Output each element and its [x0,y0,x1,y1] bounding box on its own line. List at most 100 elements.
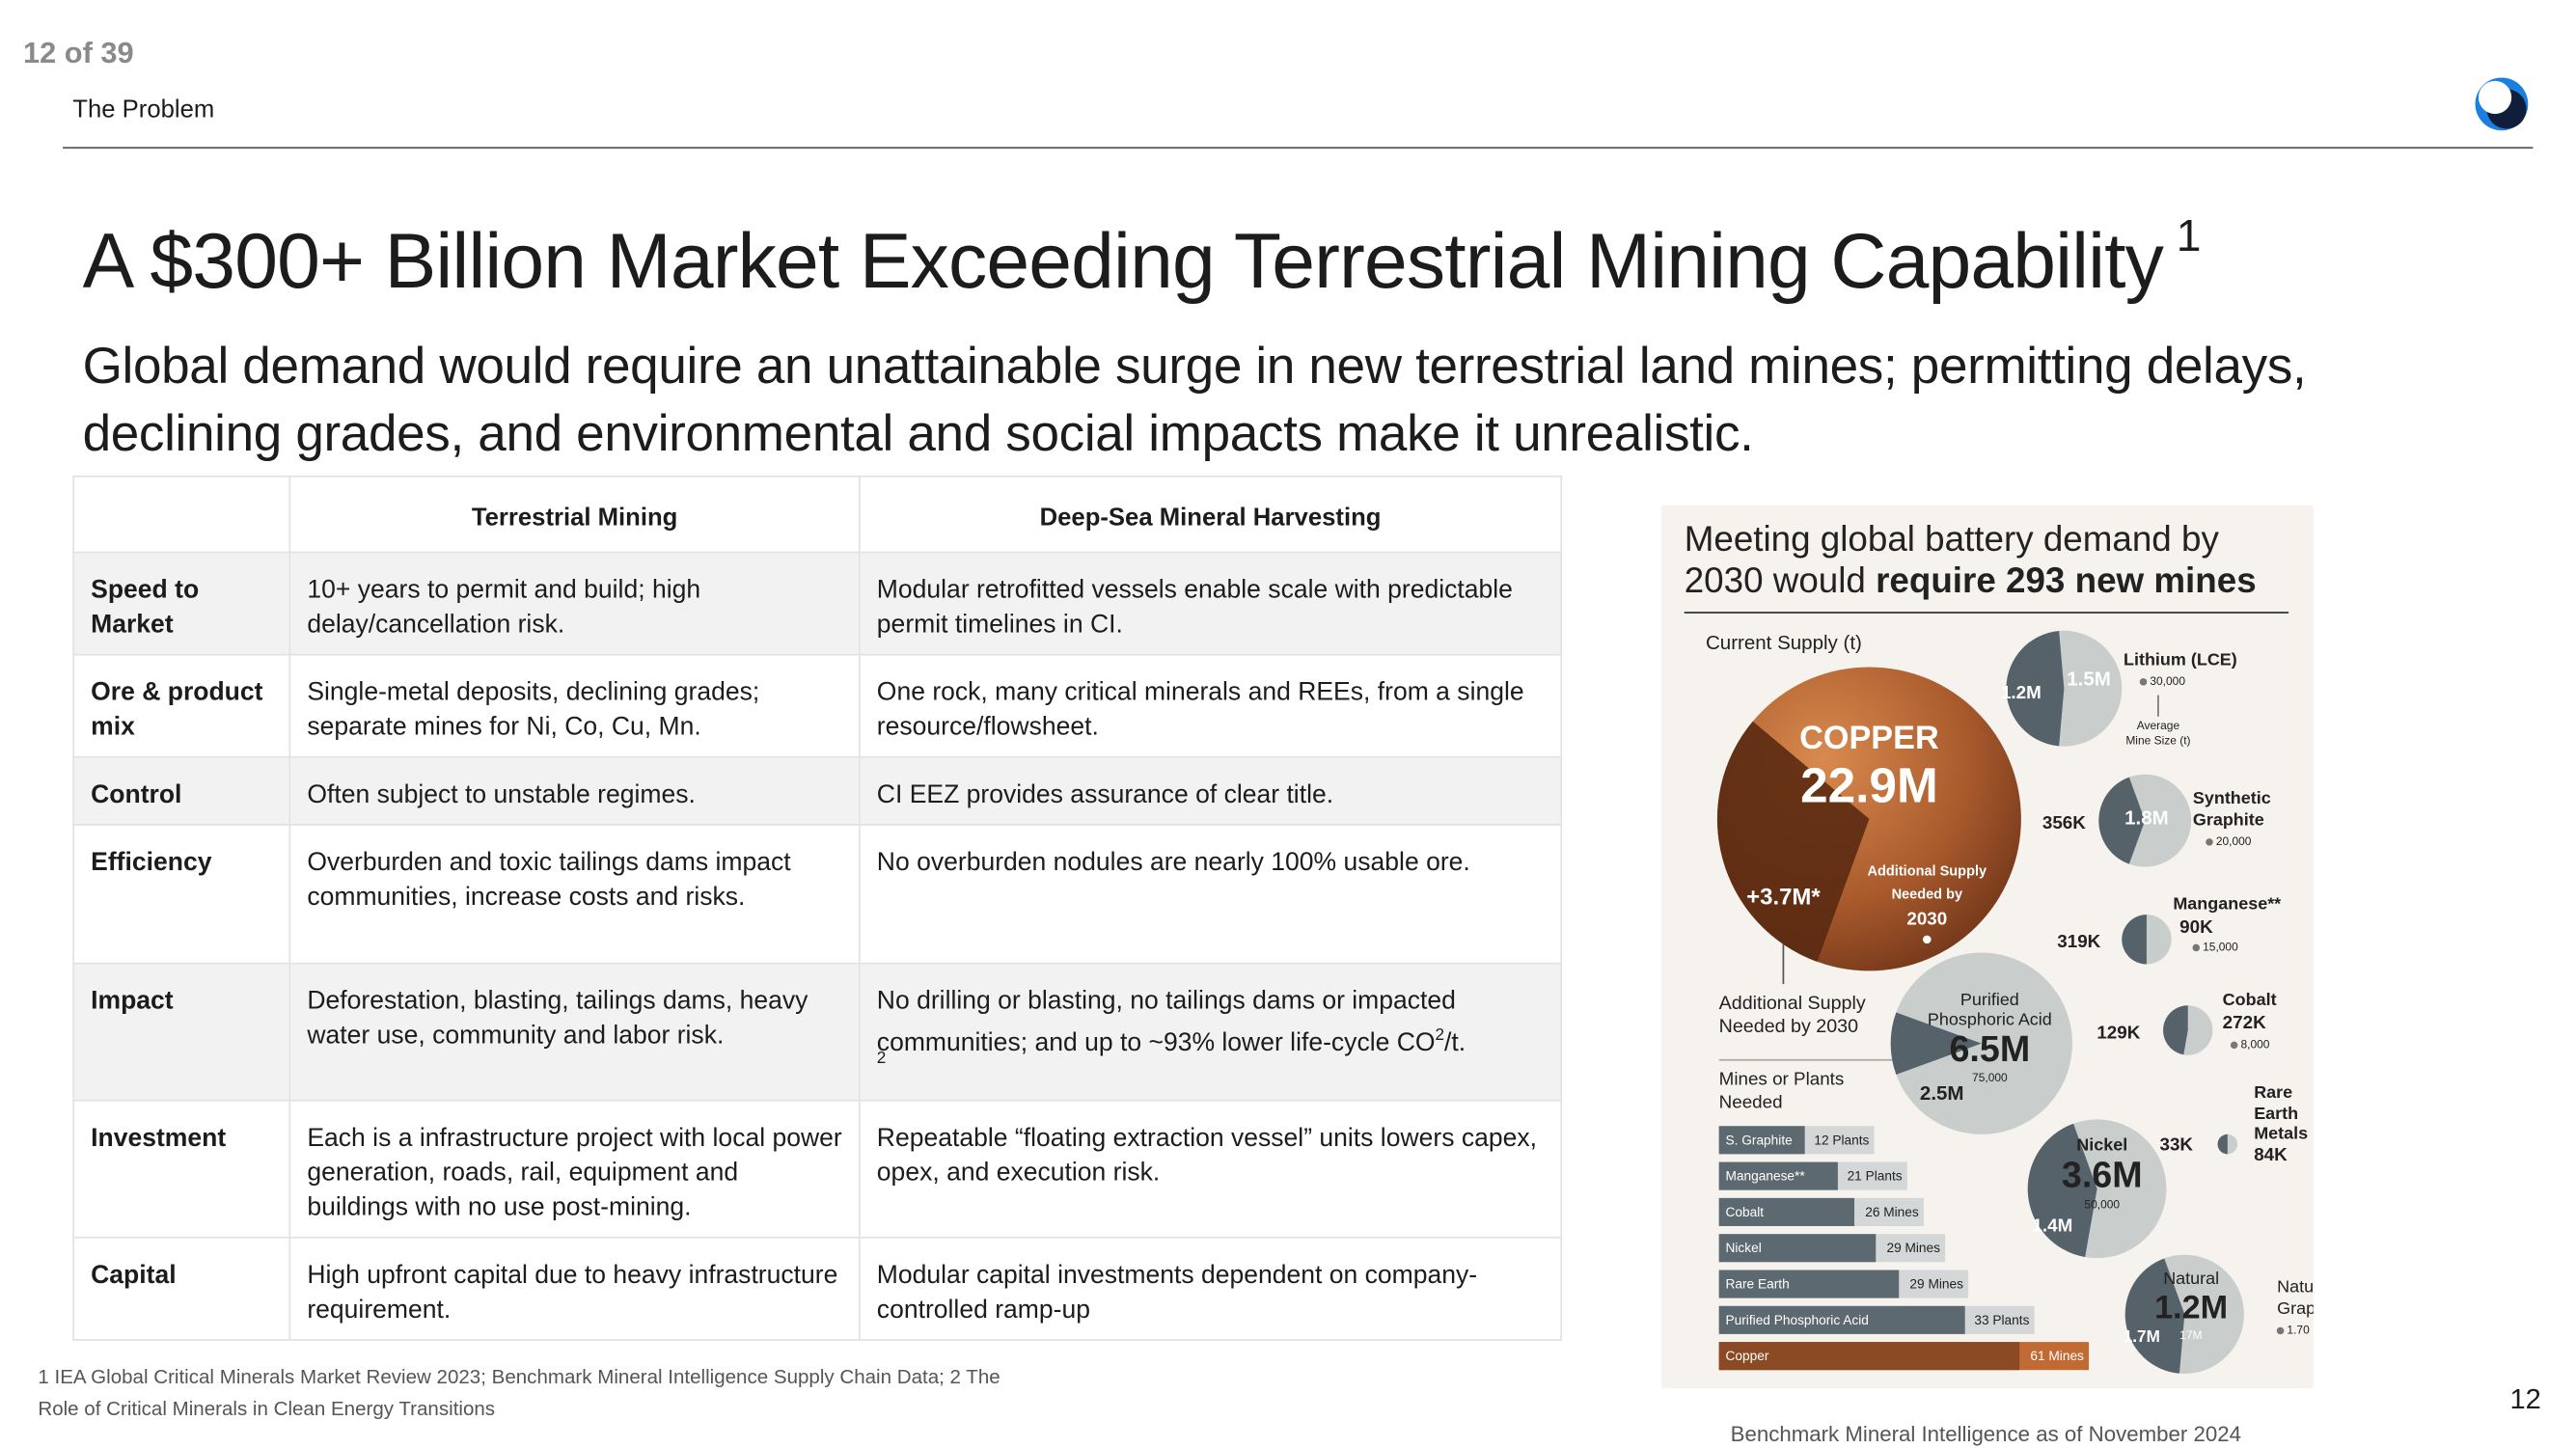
mine-size: 15,000 [2203,941,2238,954]
cell: Deforestation, blasting, tailings dams, … [288,962,861,1102]
subtitle: Global demand would require an unattaina… [82,337,2307,463]
additional-wedge [2027,1123,2097,1258]
label: 3.6M [2062,1154,2143,1194]
label: 129K [2096,1022,2140,1042]
label: 1.7M [2124,1327,2160,1346]
additional-wedge [2217,1134,2228,1155]
row-label: Impact [72,962,291,1102]
label: 272K [2223,1012,2266,1032]
bar-count: 33 Plants [1974,1313,2029,1327]
label: Mine Size (t) [2125,734,2190,748]
additional-wedge [2006,631,2065,747]
label: 17M [2179,1328,2202,1342]
column-header: Terrestrial Mining [288,475,861,554]
title: A $300+ Billion Market Exceeding Terrest… [83,211,2202,306]
logo [2475,77,2529,131]
bar [1718,1126,1805,1155]
label: Additional Supply [1719,993,1866,1014]
label: Current Supply (t) [1706,632,1862,654]
bar-count: 26 Mines [1865,1205,1919,1219]
label: 2.5M [1920,1082,1964,1105]
dot [2192,943,2201,952]
table-row: Impact Deforestation, blasting, tailings … [72,962,1563,1102]
mine-size: 75,000 [1972,1071,2008,1084]
cell: Modular capital investments dependent on… [858,1236,1563,1341]
header-rule [63,147,2534,150]
bar [1718,1197,1855,1226]
label: COPPER [1799,720,1939,756]
table-row: Efficiency Overburden and toxic tailings … [72,824,1563,965]
additional-wedge [2163,1005,2188,1055]
source: Benchmark Mineral Intelligence as of Nov… [1730,1421,2241,1447]
footnote: 1 IEA Global Critical Minerals Market Re… [38,1365,1000,1420]
label: 1.2M [2001,682,2042,702]
label: 1.5M [2067,669,2111,691]
infographic-title: Meeting global battery demand by [1685,519,2220,559]
table-row: Capital High upfront capital due to heavy… [72,1236,1563,1341]
table-row: Ore & product mix Single-metal deposits, … [72,653,1563,758]
mineral-name: Rare [2254,1082,2292,1102]
infographic-title: 2030 would require 293 new mines [1685,560,2257,600]
label: 90K [2179,916,2213,937]
mineral-name: Manganese** [2173,894,2281,914]
row-label: Ore & product mix [72,653,291,758]
cell: One rock, many critical minerals and REE… [858,653,1563,758]
mine-size: 50,000 [2084,1198,2120,1212]
comparison-table: Terrestrial Mining Deep-Sea Mineral Harve… [72,475,1563,1341]
cell: Single-metal deposits, declining grades;… [288,653,861,758]
dot [2206,838,2213,846]
label: Natural [2163,1269,2219,1288]
header-row: Terrestrial Mining Deep-Sea Mineral Harve… [72,475,1563,554]
cell: Each is a infrastructure project with lo… [288,1099,861,1239]
cell: Overburden and toxic tailings dams impac… [288,824,861,965]
mineral-name: Metals [2254,1124,2308,1143]
label: 356K [2042,812,2086,833]
cell: CI EEZ provides assurance of clear title… [858,755,1563,826]
bar [1718,1305,1965,1334]
title-superscript: 1 [2176,211,2202,261]
dot [1923,935,1932,944]
mineral-name: Phosphoric Acid [1928,1009,2052,1028]
label: Additional Supply [1868,864,1987,880]
mine-size: 20,000 [2216,834,2252,848]
cell: No drilling or blasting, no tailings dam… [858,962,1563,1102]
mineral-name: Synthetic [2193,788,2271,807]
bar-label: Copper [1726,1349,1769,1363]
mineral-name: Nickel [2076,1135,2127,1155]
bar-count: 61 Mines [2030,1349,2084,1363]
bar-label: Manganese** [1726,1169,1806,1184]
label: Needed [1719,1091,1783,1111]
mineral-name: Purified [1960,990,2019,1009]
cell: Repeatable “floating extraction vessel” … [858,1099,1563,1239]
cell: 10+ years to permit and build; high dela… [288,551,861,656]
additional-wedge [2124,1258,2185,1374]
dot [2230,1041,2238,1050]
row-label: Capital [72,1236,291,1341]
cell: Often subject to unstable regimes. [288,755,861,826]
mineral-name: Earth [2254,1104,2298,1123]
bar [1718,1234,1877,1263]
bar-count: 12 Plants [1814,1133,1869,1147]
page-number: 12 [2509,1383,2541,1415]
header-cell [72,475,291,554]
table-row: Speed to Market 10+ years to permit and b… [72,551,1563,656]
copper-additional-wedge [1716,721,1870,962]
cell-text: No drilling or blasting, no tailings dam… [876,987,1456,1057]
row-label: Control [72,755,291,826]
label: Needed by 2030 [1719,1016,1858,1037]
bar [1718,1161,1838,1190]
bar [1718,1342,2020,1371]
label: 84K [2254,1144,2288,1164]
page-counter: 12 of 39 [22,36,134,69]
section-label: The Problem [72,96,215,124]
label: Needed by [1892,887,1963,902]
label: Average [2137,719,2180,732]
label: Mines or Plants [1719,1068,1845,1088]
mineral-name: Graphite [2193,809,2264,829]
label: 33K [2159,1134,2193,1155]
label: 2030 [1906,908,1947,928]
superscript: 2 [1435,1026,1445,1046]
table-row: Investment Each is a infrastructure proje… [72,1099,1563,1239]
